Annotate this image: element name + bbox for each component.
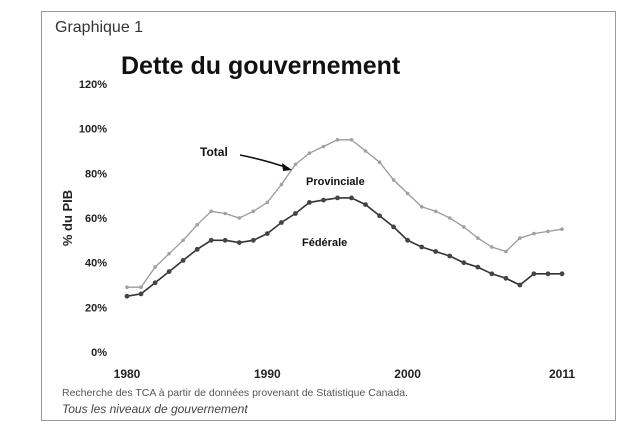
data-point-federale xyxy=(321,197,326,203)
data-point-federale xyxy=(363,202,368,208)
x-tick-label: 1990 xyxy=(254,367,281,381)
data-point-federale xyxy=(264,231,270,237)
chart-frame xyxy=(41,11,616,421)
chart-title: Dette du gouvernement xyxy=(121,52,401,80)
data-point-total xyxy=(223,211,227,216)
data-point-total xyxy=(476,236,480,240)
data-point-federale xyxy=(222,237,228,243)
data-point-federale xyxy=(180,258,186,263)
data-point-total xyxy=(153,265,157,269)
data-point-federale xyxy=(124,293,130,299)
data-point-federale xyxy=(447,253,453,259)
data-point-total xyxy=(335,138,340,142)
y-tick-label: 40% xyxy=(85,258,107,270)
data-point-federale xyxy=(489,271,495,277)
data-point-total xyxy=(391,178,396,182)
data-point-federale xyxy=(335,195,340,201)
data-point-total xyxy=(532,231,536,236)
series-lines xyxy=(126,139,563,297)
y-axis-label: % du PIB xyxy=(60,190,75,246)
data-point-total xyxy=(321,144,326,149)
x-tick-label: 2011 xyxy=(549,367,575,381)
annotation-provinciale: Provinciale xyxy=(306,176,365,188)
data-point-total xyxy=(504,249,508,254)
data-point-federale xyxy=(194,246,200,252)
y-tick-label: 80% xyxy=(85,168,107,180)
series-line-total xyxy=(127,139,563,288)
data-point-total xyxy=(251,209,256,214)
y-tick-label: 20% xyxy=(85,302,107,314)
annotation-arrow xyxy=(239,154,289,169)
data-point-federale xyxy=(152,280,158,286)
data-point-federale xyxy=(461,260,467,266)
annotations: Total Provinciale Fédérale xyxy=(200,145,365,249)
data-point-total xyxy=(560,227,564,231)
data-point-federale xyxy=(405,237,410,243)
data-point-federale xyxy=(391,224,396,230)
data-point-total xyxy=(293,162,298,167)
data-point-total xyxy=(405,191,410,196)
data-point-federale xyxy=(377,213,382,219)
data-point-total xyxy=(419,205,424,209)
data-point-total xyxy=(462,225,466,229)
annotation-arrowhead xyxy=(282,163,292,171)
y-tick-label: 120% xyxy=(79,79,107,91)
data-point-total xyxy=(349,138,354,142)
data-point-federale xyxy=(166,269,172,274)
data-point-total xyxy=(139,285,143,290)
data-point-total xyxy=(181,238,185,243)
footnote: Tous les niveaux de gouvernement xyxy=(62,402,248,416)
data-point-total xyxy=(377,160,382,164)
data-point-total xyxy=(265,200,270,205)
data-point-federale xyxy=(307,200,312,205)
data-point-total xyxy=(125,285,129,290)
data-point-total xyxy=(490,245,494,249)
data-point-federale xyxy=(433,249,439,254)
data-point-federale xyxy=(531,271,537,277)
series-markers xyxy=(124,138,565,299)
data-point-federale xyxy=(236,240,242,246)
y-axis-ticks: 0% 20% 40% 60% 80% 100% 120% xyxy=(79,79,107,359)
data-point-federale xyxy=(250,237,256,243)
data-point-federale xyxy=(517,282,523,288)
data-point-federale xyxy=(279,220,284,225)
y-tick-label: 60% xyxy=(85,213,107,225)
data-point-federale xyxy=(349,195,354,201)
data-point-federale xyxy=(559,271,565,277)
data-point-total xyxy=(447,216,452,220)
data-point-federale xyxy=(503,275,509,281)
annotation-total: Total xyxy=(200,145,228,159)
y-tick-label: 0% xyxy=(91,347,107,359)
x-tick-label: 2000 xyxy=(394,367,421,381)
data-point-federale xyxy=(208,237,214,243)
data-point-total xyxy=(237,216,242,220)
data-point-federale xyxy=(475,264,481,270)
data-point-federale xyxy=(138,291,144,297)
data-point-total xyxy=(195,222,199,227)
data-point-total xyxy=(209,209,213,214)
annotation-federale: Fédérale xyxy=(302,237,347,249)
data-point-total xyxy=(307,151,312,155)
data-point-federale xyxy=(293,211,298,216)
data-point-total xyxy=(518,236,522,240)
data-point-total xyxy=(167,251,171,256)
data-point-total xyxy=(546,229,550,234)
data-point-total xyxy=(433,209,438,214)
source-note: Recherche des TCA à partir de données pr… xyxy=(62,387,408,399)
data-point-federale xyxy=(419,244,425,250)
x-tick-label: 1980 xyxy=(114,367,141,381)
figure-label: Graphique 1 xyxy=(55,19,144,36)
data-point-total xyxy=(363,149,368,153)
series-line-federale xyxy=(126,197,562,297)
x-axis-ticks: 1980 1990 2000 2011 xyxy=(114,367,576,381)
data-point-total xyxy=(279,182,284,187)
y-tick-label: 100% xyxy=(79,124,107,136)
data-point-federale xyxy=(545,271,551,277)
